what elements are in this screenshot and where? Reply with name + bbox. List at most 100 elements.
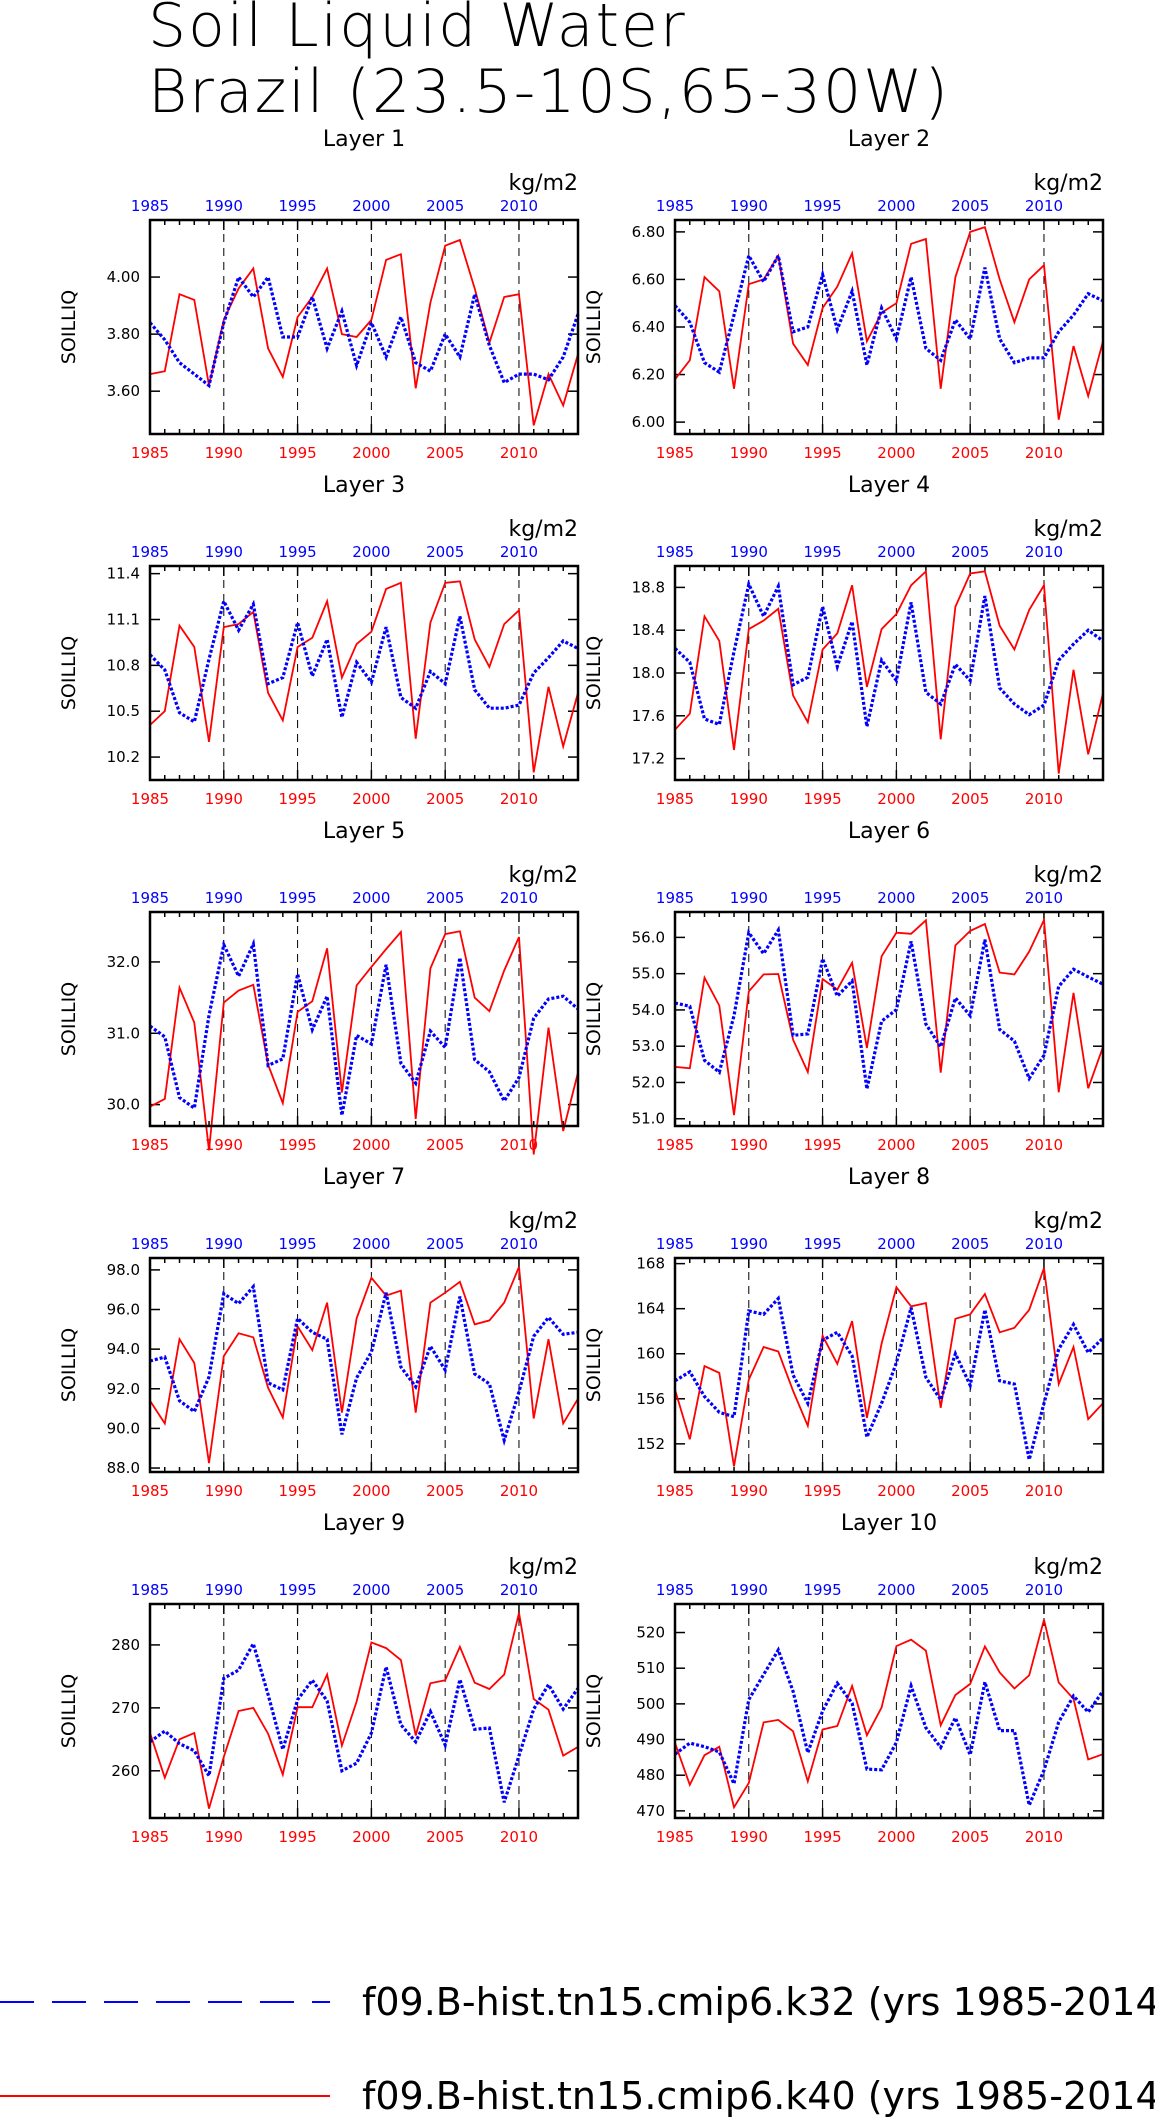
y-tick-label: 17.6	[632, 707, 665, 725]
panel-title: Layer 9	[323, 1511, 405, 1536]
x-tick-label-top: 2005	[426, 197, 464, 215]
panel-title: Layer 3	[323, 473, 405, 498]
chart-panel-3: Layer 3 kg/m2 SOILLIQ 1985 1990 1995 2000 2005 2…	[58, 473, 580, 808]
y-axis-label: SOILLIQ	[58, 636, 80, 710]
y-axis-label: SOILLIQ	[58, 290, 80, 364]
x-tick-label-top: 2010	[500, 1235, 538, 1253]
x-tick-label-top: 1995	[803, 1235, 841, 1253]
y-axis-label: SOILLIQ	[583, 1674, 605, 1748]
x-tick-label-top: 2005	[426, 889, 464, 907]
y-tick-label: 32.0	[107, 953, 140, 971]
unit-label: kg/m2	[1033, 1209, 1103, 1234]
x-tick-label-bottom: 1985	[656, 790, 694, 808]
series-line-k40	[149, 929, 579, 1155]
y-tick-label: 10.2	[107, 748, 140, 766]
y-tick-label: 54.0	[632, 1001, 665, 1019]
x-tick-label-top: 1985	[656, 197, 694, 215]
x-tick-label-bottom: 1985	[131, 790, 169, 808]
y-tick-label: 3.60	[107, 382, 140, 400]
y-tick-label: 10.8	[107, 656, 140, 674]
plot-frame	[673, 1602, 1105, 1820]
x-tick-label-top: 1990	[205, 889, 243, 907]
x-tick-label-bottom: 2010	[500, 1828, 538, 1846]
x-tick-label-bottom: 2005	[426, 1482, 464, 1500]
x-tick-label-bottom: 1990	[730, 444, 768, 462]
x-tick-label-bottom: 2010	[500, 790, 538, 808]
x-tick-label-top: 2010	[1025, 543, 1063, 561]
x-tick-label-top: 1985	[131, 1581, 169, 1599]
panel-title: Layer 1	[323, 127, 405, 152]
chart-legend: f09.B-hist.tn15.cmip6.k32 (yrs 1985-2014…	[0, 1980, 1155, 2118]
panel-title: Layer 6	[848, 819, 930, 844]
series-line-k40	[149, 1266, 579, 1464]
x-tick-label-bottom: 1990	[205, 1482, 243, 1500]
unit-label: kg/m2	[508, 1555, 578, 1580]
x-tick-label-bottom: 2000	[877, 444, 915, 462]
panel-title: Layer 4	[848, 473, 930, 498]
x-tick-label-bottom: 2010	[1025, 1828, 1063, 1846]
series-line-k32	[148, 596, 579, 725]
x-tick-label-top: 1985	[656, 1235, 694, 1253]
x-tick-label-bottom: 1985	[656, 444, 694, 462]
y-axis-label: SOILLIQ	[583, 982, 605, 1056]
plot-frame	[148, 910, 580, 1128]
x-tick-label-top: 2005	[426, 1235, 464, 1253]
y-tick-label: 4.00	[107, 268, 140, 286]
y-tick-label: 18.4	[632, 621, 665, 639]
x-tick-label-bottom: 1985	[131, 1482, 169, 1500]
plot-frame	[148, 1602, 580, 1820]
plot-frame	[148, 218, 580, 436]
x-tick-label-bottom: 2005	[951, 1828, 989, 1846]
x-tick-label-bottom: 1990	[730, 1136, 768, 1154]
x-tick-label-bottom: 2005	[951, 444, 989, 462]
y-tick-label: 3.80	[107, 325, 140, 343]
y-tick-label: 31.0	[107, 1024, 140, 1042]
legend-label-k40: f09.B-hist.tn15.cmip6.k40 (yrs 1985-2014…	[362, 2074, 1155, 2118]
y-tick-label: 96.0	[107, 1301, 140, 1319]
panel-title: Layer 10	[841, 1511, 937, 1536]
x-tick-label-top: 2010	[500, 197, 538, 215]
x-tick-label-top: 2005	[951, 197, 989, 215]
series-line-k32	[673, 579, 1104, 727]
x-tick-label-bottom: 2000	[352, 1136, 390, 1154]
y-tick-label: 470	[636, 1802, 665, 1820]
x-tick-label-top: 1995	[278, 197, 316, 215]
x-tick-label-bottom: 1995	[803, 1828, 841, 1846]
y-tick-label: 6.60	[632, 270, 665, 288]
panel-title: Layer 2	[848, 127, 930, 152]
x-tick-label-bottom: 2000	[352, 444, 390, 462]
x-tick-label-bottom: 2005	[951, 1136, 989, 1154]
unit-label: kg/m2	[1033, 517, 1103, 542]
x-tick-label-top: 1995	[803, 197, 841, 215]
series-line-k40	[149, 238, 579, 426]
x-tick-label-top: 1990	[730, 1581, 768, 1599]
x-tick-label-bottom: 2000	[352, 1482, 390, 1500]
x-tick-label-top: 2010	[1025, 1581, 1063, 1599]
panel-title: Layer 5	[323, 819, 405, 844]
x-tick-label-top: 1985	[131, 889, 169, 907]
x-tick-label-top: 2005	[951, 1235, 989, 1253]
y-tick-label: 56.0	[632, 928, 665, 946]
x-tick-label-bottom: 1995	[278, 1136, 316, 1154]
chart-panel-9: Layer 9 kg/m2 SOILLIQ 1985 1990 1995 2000 2005 2…	[58, 1511, 580, 1846]
series-line-k40	[674, 1267, 1104, 1467]
x-tick-label-bottom: 2010	[500, 1482, 538, 1500]
y-tick-label: 55.0	[632, 965, 665, 983]
x-tick-label-top: 2000	[877, 889, 915, 907]
x-tick-label-bottom: 1985	[131, 1136, 169, 1154]
x-tick-label-bottom: 1995	[803, 790, 841, 808]
x-tick-label-top: 1990	[730, 543, 768, 561]
x-tick-label-top: 1995	[278, 543, 316, 561]
x-tick-label-bottom: 1990	[205, 790, 243, 808]
y-tick-label: 6.80	[632, 223, 665, 241]
x-tick-label-top: 1990	[205, 197, 243, 215]
panel-title: Layer 8	[848, 1165, 930, 1190]
x-tick-label-bottom: 2010	[1025, 1482, 1063, 1500]
x-tick-label-bottom: 1985	[131, 444, 169, 462]
x-tick-label-top: 2000	[352, 889, 390, 907]
x-tick-label-bottom: 2005	[951, 1482, 989, 1500]
x-tick-label-top: 1985	[131, 1235, 169, 1253]
x-tick-label-bottom: 2000	[877, 1482, 915, 1500]
x-tick-label-bottom: 1995	[278, 444, 316, 462]
